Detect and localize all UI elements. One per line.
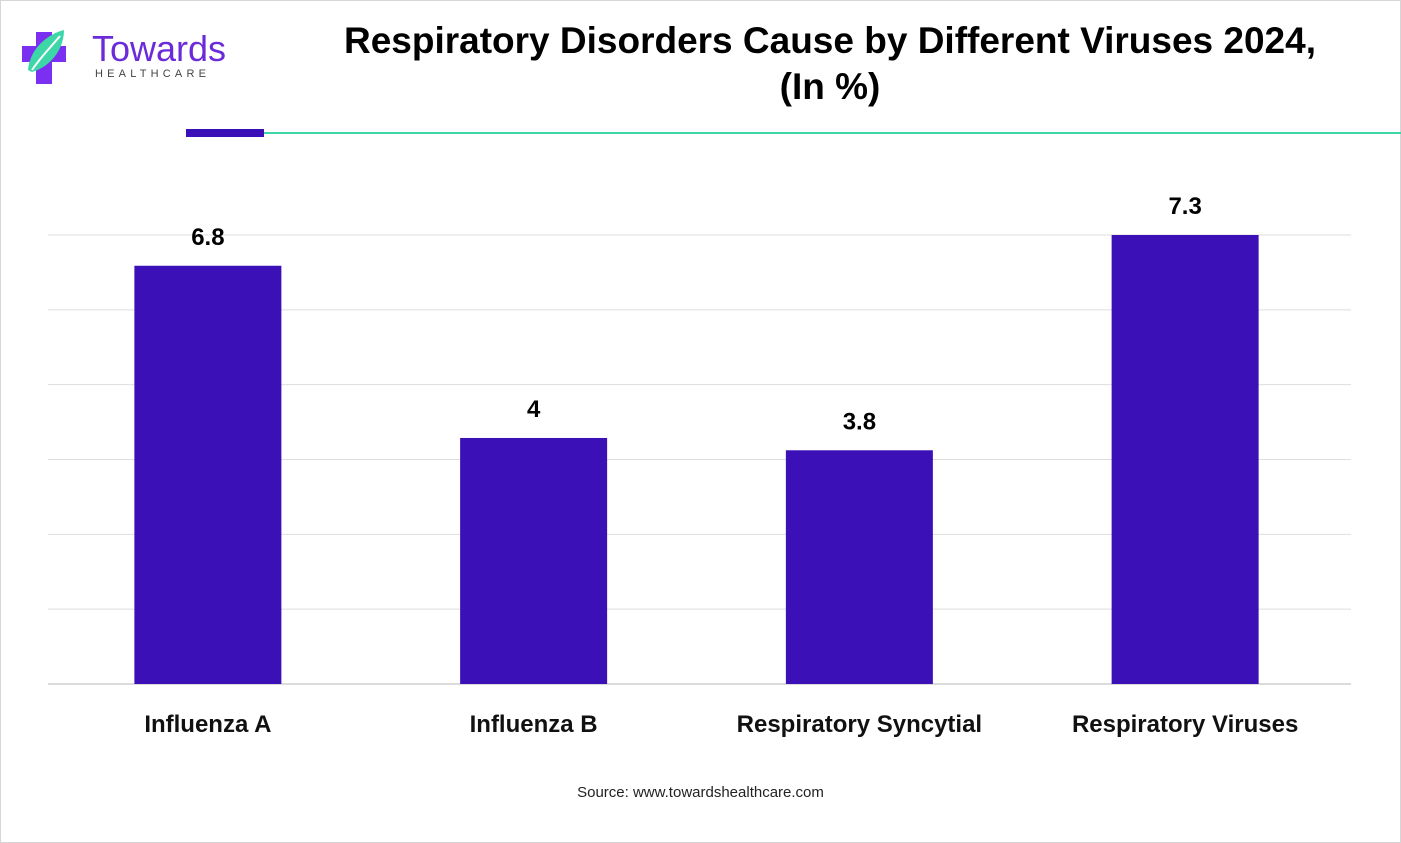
bar-value-label: 7.3 <box>1168 193 1201 220</box>
logo-name: Towards <box>92 28 227 69</box>
bar-value-label: 4 <box>527 396 541 423</box>
bar-value-label: 3.8 <box>843 408 876 435</box>
bars <box>134 235 1259 684</box>
category-label: Influenza A <box>144 711 271 738</box>
title-underline-accent <box>186 129 264 137</box>
bar <box>460 437 608 684</box>
title-underline-rule <box>264 132 1401 134</box>
chart-title: Respiratory Disorders Cause by Different… <box>290 18 1370 110</box>
source-note: Source: www.towardshealthcare.com <box>577 784 824 801</box>
chart-title-line-1: Respiratory Disorders Cause by Different… <box>343 20 1316 61</box>
chart-title-line-2: (In %) <box>779 66 881 107</box>
bar <box>785 450 933 684</box>
logo: Towards HEALTHCARE <box>22 26 242 86</box>
logo-cross-leaf-icon <box>22 30 66 84</box>
bar <box>134 265 282 684</box>
logo-tagline: HEALTHCARE <box>95 68 211 80</box>
bar <box>1111 235 1259 684</box>
category-label: Respiratory Syncytial <box>737 711 982 738</box>
category-label: Influenza B <box>470 711 598 738</box>
category-label: Respiratory Viruses <box>1072 711 1298 738</box>
bar-value-label: 6.8 <box>191 224 224 251</box>
category-labels: Influenza A Influenza B Respiratory Syncyt… <box>144 711 1298 738</box>
bar-value-labels: 6.8 4 3.8 7.3 <box>191 193 1202 435</box>
